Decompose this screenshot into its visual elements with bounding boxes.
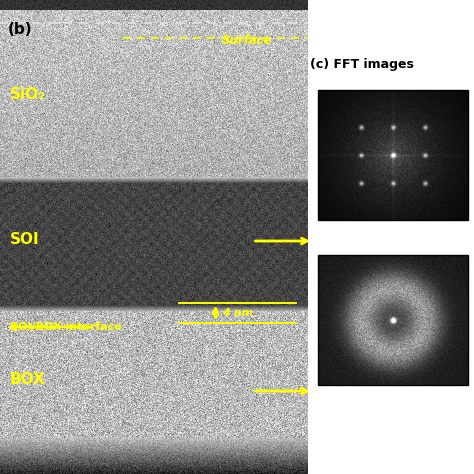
Text: BOX: BOX — [10, 372, 46, 386]
Text: 4 nm: 4 nm — [222, 308, 253, 318]
Text: (c) FFT images: (c) FFT images — [310, 58, 414, 71]
Text: SiO₂: SiO₂ — [10, 86, 46, 101]
Bar — [318, 90, 468, 220]
Text: SOI/BOX interface: SOI/BOX interface — [10, 322, 122, 332]
Bar — [318, 255, 468, 385]
Text: SOI: SOI — [10, 231, 40, 246]
Text: Surface: Surface — [222, 34, 273, 46]
Text: (b): (b) — [8, 22, 33, 37]
